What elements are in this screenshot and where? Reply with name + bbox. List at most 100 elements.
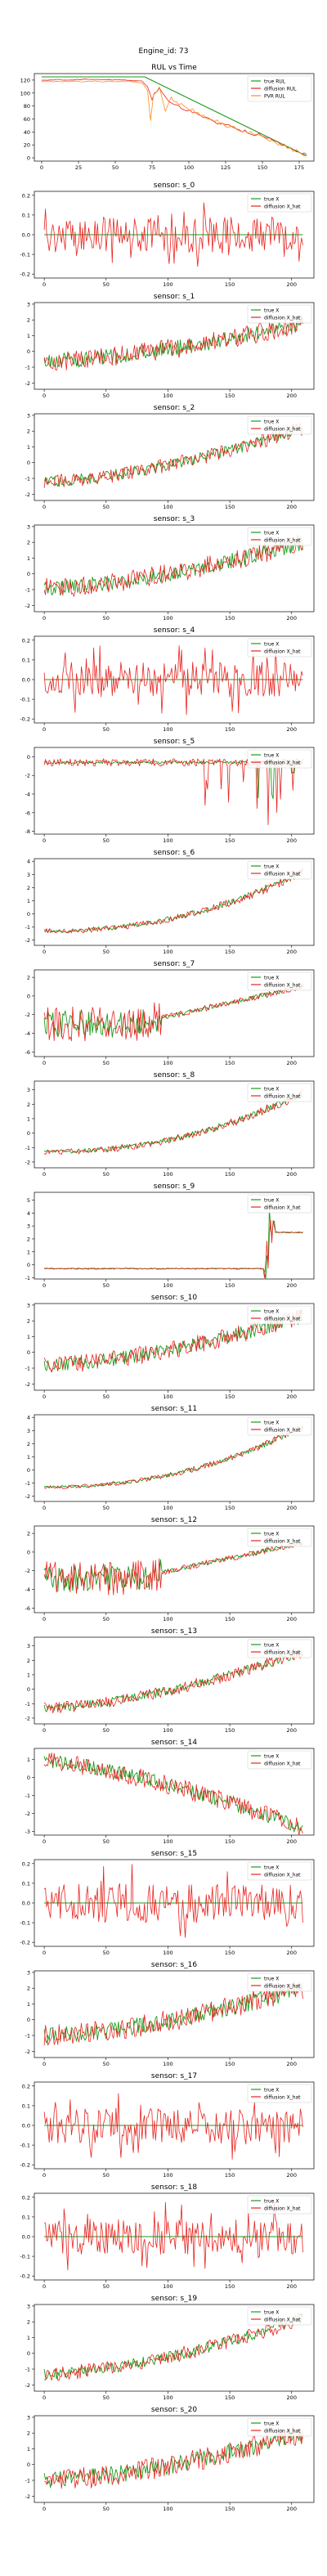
series-line-true-x [43, 425, 303, 487]
figure-suptitle: Engine_id: 73 [138, 47, 189, 56]
series-line-diffusion-x-hat [43, 758, 303, 825]
y-tick-label: 0 [27, 1775, 30, 1781]
x-tick-label: 0 [43, 2506, 46, 2512]
x-tick-label: 50 [103, 393, 110, 399]
series-line-diffusion-x-hat [43, 1308, 303, 1373]
x-tick-label: 150 [225, 949, 235, 955]
y-tick-label: 4 [27, 1210, 30, 1217]
plot-title: sensor: s_7 [154, 960, 195, 968]
y-tick-label: 3 [27, 1428, 30, 1434]
y-tick-label: 0 [27, 993, 30, 999]
y-tick-label: 0.1 [22, 2214, 30, 2220]
x-tick-label: 50 [103, 1060, 110, 1066]
plot-frame [34, 1080, 315, 1169]
y-tick-label: 20 [24, 142, 30, 149]
x-tick-label: 100 [163, 1282, 172, 1289]
x-tick-label: 50 [103, 2283, 110, 2290]
legend-label: diffusion X_hat [264, 1538, 301, 1544]
y-tick-label: -1 [25, 1701, 30, 1708]
y-tick-label: 1 [27, 1115, 30, 1122]
x-tick-label: 100 [163, 949, 172, 955]
x-tick-label: 150 [225, 281, 235, 288]
plot-title: sensor: s_5 [154, 738, 195, 746]
legend-label: true X [264, 1642, 279, 1648]
plot-frame [34, 1636, 315, 1725]
x-tick-label: 200 [287, 281, 297, 288]
series-line-diffusion-x-hat [43, 535, 303, 597]
legend-box [247, 860, 312, 880]
x-tick-label: 0 [43, 2394, 46, 2401]
series-group [43, 645, 303, 716]
x-tick-label: 150 [225, 1950, 235, 1956]
y-tick-label: 0.1 [22, 2103, 30, 2109]
x-tick-label: 100 [184, 164, 194, 171]
y-tick-label: 3 [27, 523, 30, 530]
legend-label: diffusion X_hat [264, 2317, 301, 2322]
series-line-true-x [43, 984, 303, 1038]
legend-label: diffusion X_hat [264, 204, 301, 209]
plot-title: sensor: s_8 [154, 1071, 195, 1079]
y-tick-label: 80 [24, 103, 30, 110]
legend-box [247, 749, 312, 769]
legend-label: diffusion X_hat [264, 982, 301, 988]
x-tick-label: 200 [287, 1282, 297, 1289]
legend-label: true X [264, 1531, 279, 1537]
legend-label: diffusion X_hat [264, 1761, 301, 1766]
y-tick-label: 1 [27, 1672, 30, 1678]
y-tick-label: 3 [27, 301, 30, 307]
y-tick-label: -1 [25, 2478, 30, 2484]
x-tick-label: 125 [221, 164, 231, 171]
y-tick-label: -1 [25, 476, 30, 482]
y-tick-label: 0.2 [22, 637, 30, 644]
y-tick-label: -0.2 [20, 2162, 30, 2169]
series-line-true-x [43, 1755, 303, 1833]
x-tick-label: 150 [225, 2172, 235, 2179]
y-tick-label: -2 [25, 2049, 30, 2055]
x-tick-label: 200 [287, 1171, 297, 1178]
y-tick-label: 3 [27, 1643, 30, 1649]
legend-box [247, 1750, 312, 1770]
legend-label: diffusion RUL [264, 86, 297, 92]
y-tick-label: 1 [27, 333, 30, 339]
plot-title: sensor: s_15 [151, 1850, 197, 1858]
x-tick-label: 0 [43, 726, 46, 733]
x-tick-label: 200 [287, 1838, 297, 1845]
x-tick-label: 50 [103, 2061, 110, 2067]
y-tick-label: 2 [27, 1236, 30, 1242]
legend-label: diffusion X_hat [264, 1205, 301, 1210]
sensor-chart-s_3: sensor: s_3 -2 -1 0 1 2 3 0 50 100 150 200 true Xdif… [25, 515, 315, 622]
y-tick-label: 3 [27, 1087, 30, 1093]
series-line-true-x [43, 1649, 303, 1712]
x-tick-label: 150 [225, 1393, 235, 1400]
legend-label: true X [264, 1086, 279, 1092]
series-group [43, 2201, 303, 2271]
sensor-chart-s_19: sensor: s_19 -2 -1 0 1 2 3 0 50 100 150 200 true X di… [25, 2295, 315, 2401]
legend-label: true X [264, 1753, 279, 1759]
plot-frame [34, 1970, 315, 2058]
y-tick-label: 0 [27, 571, 30, 577]
y-tick-label: -6 [25, 1049, 30, 1056]
plot-frame [34, 1414, 315, 1502]
series-group [43, 867, 303, 934]
x-tick-label: 200 [287, 2172, 297, 2179]
y-tick-label: -1 [25, 587, 30, 594]
sensor-chart-s_8: sensor: s_8 -2 -1 0 1 2 3 0 50 100 150 200 true Xdif… [25, 1071, 315, 1178]
legend-label: diffusion X_hat [264, 537, 301, 543]
legend-label: diffusion X_hat [264, 1649, 301, 1655]
series-line-diffusion-x-hat [43, 2093, 303, 2160]
y-tick-label: -1 [25, 1275, 30, 1281]
y-tick-label: -1 [25, 1480, 30, 1487]
y-tick-label: 1 [27, 555, 30, 562]
y-tick-label: 0 [27, 2350, 30, 2357]
x-tick-label: 150 [225, 1838, 235, 1845]
x-tick-label: 200 [287, 1950, 297, 1956]
x-tick-label: 0 [43, 1282, 46, 1289]
legend-label: true X [264, 1308, 279, 1314]
y-tick-label: 0 [27, 754, 30, 761]
x-tick-label: 50 [112, 164, 119, 171]
y-tick-label: 1 [27, 2446, 30, 2453]
series-group [44, 1208, 303, 1279]
series-line-true-x [43, 2313, 303, 2380]
y-tick-label: 0.2 [22, 2083, 30, 2089]
